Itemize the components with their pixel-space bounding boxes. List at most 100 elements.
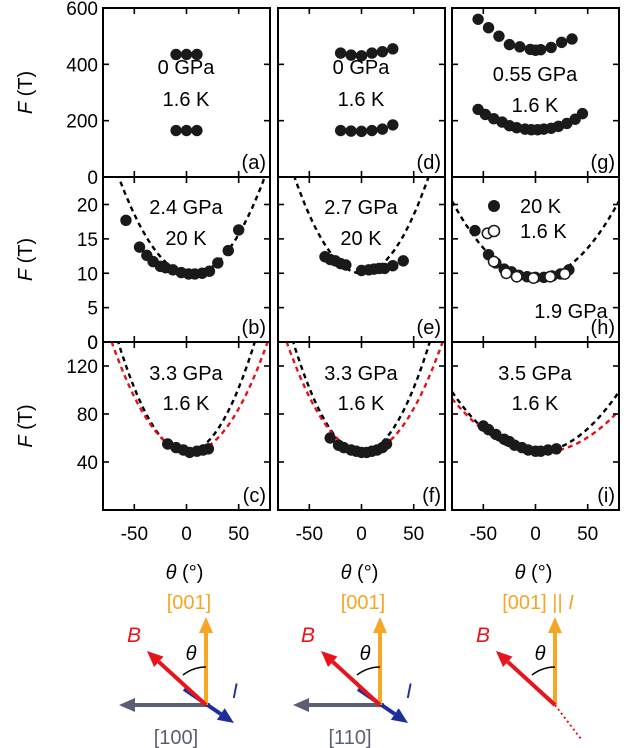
legend-label: 1.6 K	[520, 221, 567, 243]
panel-label: (e)	[417, 317, 441, 339]
x-tick-label: -50	[470, 524, 497, 545]
panel-c: (c) 3.3 GPa 1.6 K	[102, 341, 271, 511]
pressure-label: 0 GPa	[158, 57, 216, 79]
plot-area	[472, 13, 589, 136]
legend-marker-open	[487, 224, 501, 238]
legend: 20 K 1.6 K	[487, 196, 567, 243]
panel-d: (d) 0 GPa 1.6 K	[277, 7, 446, 178]
y-tick-label: 0	[87, 333, 98, 354]
data-point	[545, 41, 557, 54]
field-arrow-head	[321, 651, 338, 667]
panel-h: (h)1.9 GPa 20 K 1.6 K	[451, 176, 620, 343]
theta-label: θ	[360, 643, 371, 665]
y-axis-var: F	[15, 267, 37, 281]
data-point	[482, 22, 495, 34]
pressure-label: 0.55 GPa	[493, 64, 578, 86]
panel-label: (a)	[242, 152, 266, 174]
theta-label: θ	[186, 643, 197, 665]
x-tick-label: 0	[356, 524, 367, 545]
temperature-label: 1.6 K	[338, 393, 385, 415]
plot-area	[117, 177, 267, 280]
field-projection-line	[554, 704, 582, 740]
x-tick-label: -50	[121, 524, 148, 545]
data-point	[212, 257, 224, 269]
data-point	[387, 119, 399, 131]
data-point	[120, 214, 132, 227]
temperature-label: 1.6 K	[512, 393, 559, 415]
pressure-label: 3.5 GPa	[498, 363, 572, 385]
data-point	[355, 125, 368, 138]
y-tick-label: 40	[77, 453, 98, 474]
diagrams-layer: [001] [100] I Bθ [001] [110] I Bθ [001] || I Bθ	[119, 592, 582, 748]
data-point	[340, 259, 352, 271]
x-axis-unit: (°)	[176, 562, 203, 584]
temperature-label: 1.6 K	[163, 89, 210, 111]
y-tick-label: 10	[77, 264, 98, 285]
data-point-open	[510, 270, 523, 283]
panels-layer: (a) 0 GPa 1.6 K (b) 2.4 GPa 20 K (c) 3.3 GPa 1.6…	[102, 7, 620, 511]
y-tick-label: 20	[77, 196, 98, 217]
data-point	[566, 33, 578, 45]
data-point	[202, 443, 215, 455]
data-point	[555, 36, 568, 49]
field-arrow-shaft	[506, 660, 557, 707]
field-label: B	[476, 624, 490, 647]
data-point	[503, 38, 516, 51]
x-axis-var: θ	[166, 562, 177, 584]
data-point	[376, 123, 389, 135]
panel-label: (d)	[417, 152, 441, 174]
data-point	[222, 244, 234, 257]
y-axis-label: F (T)	[15, 404, 37, 447]
y-tick-label: 0	[87, 333, 98, 354]
data-point	[191, 124, 203, 137]
temperature-label: 1.6 K	[338, 89, 385, 111]
plot-area	[452, 391, 619, 457]
pressure-label: 0 GPa	[333, 57, 391, 79]
data-point	[324, 432, 336, 444]
theta-label: θ	[535, 643, 546, 665]
data-point	[380, 438, 393, 450]
data-point	[345, 125, 357, 137]
x-tick-label: -50	[296, 524, 323, 545]
data-point	[469, 224, 481, 237]
y-tick-label: 600	[66, 0, 98, 20]
pressure-label: 3.3 GPa	[324, 363, 398, 385]
x-axis-label: θ (°)	[166, 562, 204, 584]
y-tick-label: 200	[66, 112, 98, 133]
angle-arc	[182, 666, 207, 676]
y-tick-label: 120	[66, 357, 98, 378]
panel-label: (h)	[591, 317, 615, 339]
y-tick-label: 0	[87, 168, 98, 189]
legend-label: 20 K	[520, 196, 562, 218]
crystal-direction-label: [110]	[329, 727, 372, 748]
x-tick-label: 50	[577, 524, 598, 545]
current-arrow-head	[390, 708, 408, 723]
panel-b: (b) 2.4 GPa 20 K	[102, 176, 271, 343]
data-point	[550, 443, 563, 455]
y-tick-label: 80	[77, 405, 98, 426]
field-label: B	[127, 624, 141, 647]
panel-i: (i) 3.5 GPa 1.6 K	[451, 341, 620, 511]
plot-area	[293, 177, 430, 277]
x-tick-label: 50	[228, 524, 249, 545]
y-axis-unit: (T)	[15, 404, 37, 435]
temperature-label: 1.6 K	[512, 95, 559, 117]
field-arrow-shaft	[331, 660, 382, 707]
data-point	[535, 43, 547, 56]
y-axis-var: F	[15, 100, 37, 114]
field-arrow-head	[496, 651, 513, 667]
current-arrow-head	[216, 708, 234, 723]
data-point-open	[558, 267, 571, 280]
data-point	[191, 48, 203, 61]
crystal-axis-label: [001]	[341, 592, 385, 614]
data-point	[133, 241, 146, 253]
field-label: B	[301, 624, 315, 647]
x-tick-label: 0	[530, 524, 541, 545]
orientation-diagram-1: [001] [100] I Bθ	[119, 592, 238, 748]
x-axis-unit: (°)	[351, 562, 378, 584]
angle-arc	[531, 666, 556, 676]
current-label: I	[232, 680, 238, 703]
pressure-label: 2.4 GPa	[149, 197, 223, 219]
data-point	[493, 30, 505, 42]
